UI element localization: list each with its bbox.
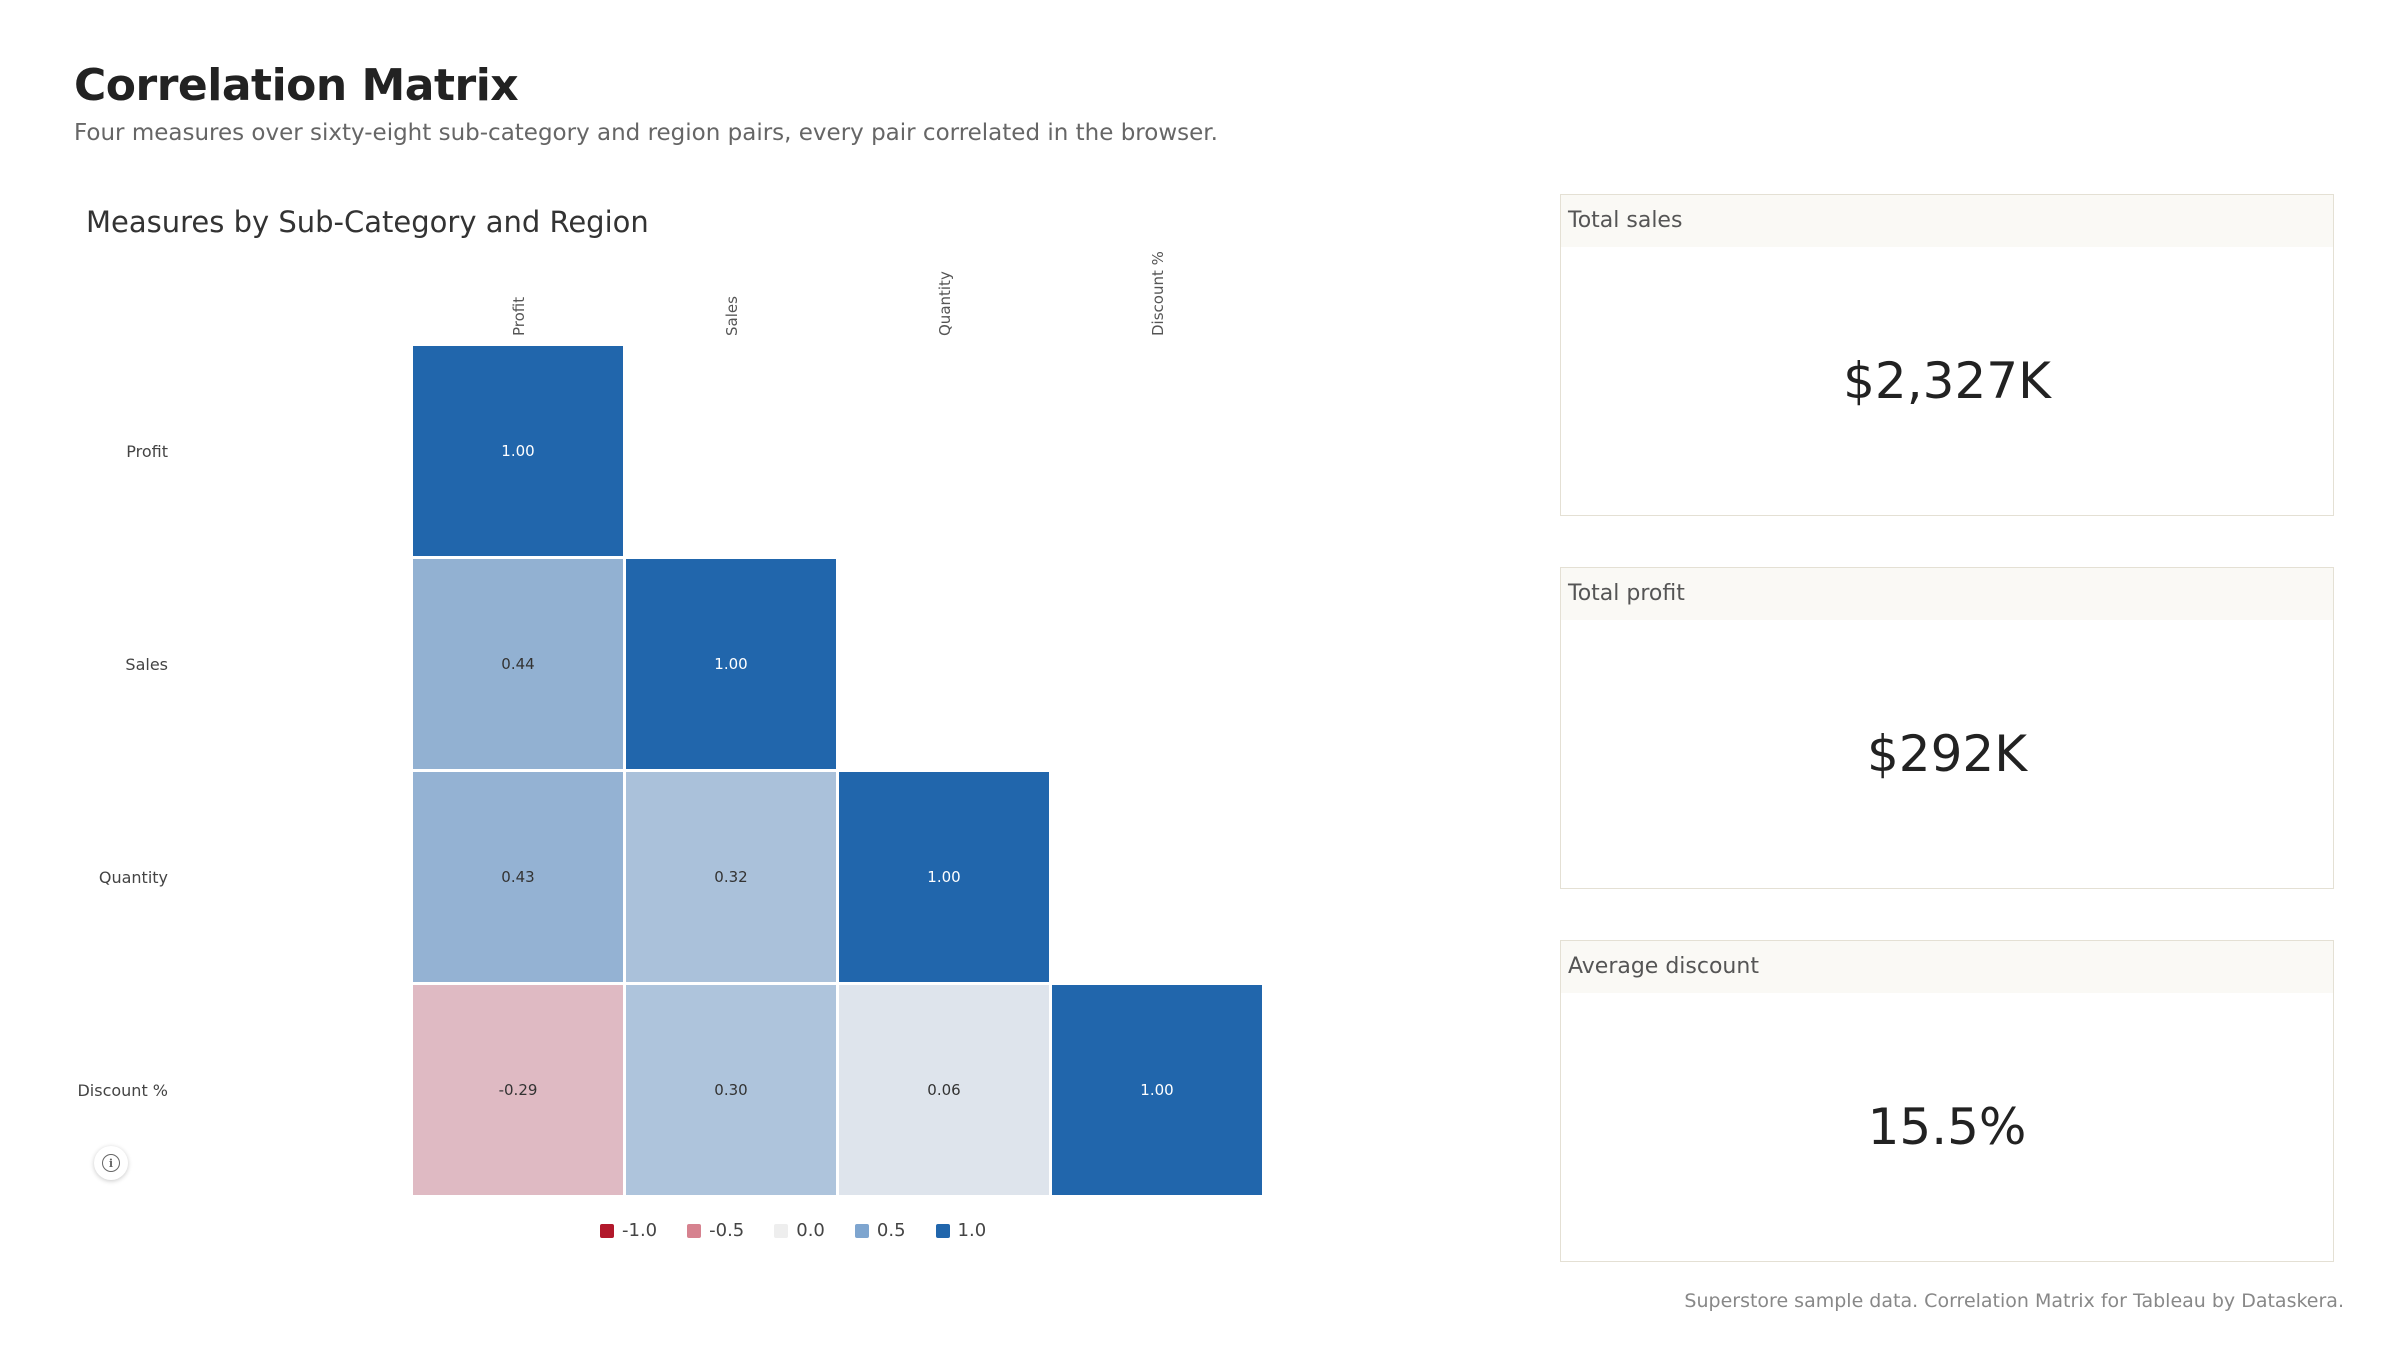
matrix-cell [626,985,836,1195]
column-label: Profit [510,297,528,336]
matrix-cell [413,346,623,556]
row-label: Discount % [77,1081,168,1100]
legend-item: 1.0 [935,1220,987,1241]
kpi-card-total-sales: Total sales $2,327K [1560,194,2334,516]
matrix-cell [839,772,1049,982]
legend-swatch [935,1223,950,1238]
column-label: Quantity [936,271,954,336]
legend-item: -1.0 [600,1220,657,1241]
legend-item: 0.0 [774,1220,825,1241]
legend-label: 1.0 [957,1220,987,1241]
info-button[interactable]: i [94,1146,128,1180]
kpi-label: Average discount [1561,941,2333,993]
cell-value: 0.06 [927,1081,960,1099]
row-label: Profit [126,442,168,461]
correlation-matrix: Profit Profit Sales Sales Quantity Quantity Di… [77,251,1262,1195]
matrix-cell [413,559,623,769]
cell-value: 0.30 [714,1081,747,1099]
legend-swatch [687,1223,702,1238]
page-subtitle: Four measures over sixty-eight sub-categ… [74,120,1218,146]
kpi-value: $2,327K [1843,352,2051,410]
matrix-cell [839,985,1049,1195]
matrix-cell [413,985,623,1195]
row-label: Quantity [99,868,168,887]
matrix-cell [1052,985,1262,1195]
cell-value: 1.00 [927,868,960,886]
matrix-cell [626,772,836,982]
cell-value: 1.00 [501,442,534,460]
kpi-card-total-profit: Total profit $292K [1560,567,2334,889]
legend-item: -0.5 [687,1220,744,1241]
kpi-label: Total sales [1561,195,2333,247]
matrix-cell [413,772,623,982]
page-title: Correlation Matrix [74,60,519,111]
legend-swatch [600,1223,614,1238]
matrix-cell [626,559,836,769]
legend-label: -1.0 [622,1220,658,1241]
cell-value: 0.43 [501,868,534,886]
legend-label: 0.0 [796,1220,825,1241]
cell-value: 1.00 [1140,1081,1173,1099]
row-label: Sales [125,655,168,674]
color-legend: -1.0 -0.5 0.0 0.5 1.0 [600,1220,986,1241]
kpi-card-average-discount: Average discount 15.5% [1560,940,2334,1262]
legend-label: -0.5 [709,1220,745,1241]
cell-value: 0.44 [501,655,534,673]
kpi-value: 15.5% [1867,1098,2027,1156]
footer-note: Superstore sample data. Correlation Matr… [1684,1290,2344,1312]
cell-value: 0.32 [714,868,747,886]
kpi-value: $292K [1866,725,2028,783]
column-label: Sales [723,296,741,336]
legend-item: 0.5 [854,1220,906,1241]
cell-value: -0.29 [499,1081,538,1099]
legend-label: 0.5 [876,1220,906,1241]
cell-value: 1.00 [714,655,747,673]
column-label: Discount % [1149,251,1167,336]
legend-swatch [774,1223,789,1238]
info-icon: i [102,1154,120,1172]
kpi-label: Total profit [1561,568,2333,620]
legend-swatch [854,1223,869,1238]
chart-title: Measures by Sub-Category and Region [86,205,649,239]
